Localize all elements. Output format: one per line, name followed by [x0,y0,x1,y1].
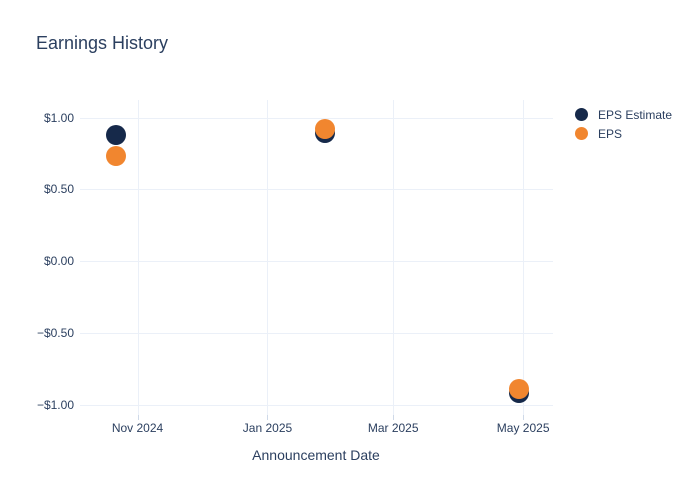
x-tick-label: May 2025 [496,421,550,435]
y-tick-label: $0.00 [43,254,74,269]
gridline [393,100,395,415]
x-tick-mark [523,415,525,420]
x-tick-mark [137,415,139,420]
gridline [80,332,553,334]
legend: EPS Estimate EPS [575,105,672,143]
eps-marker-icon [575,127,588,140]
data-point-eps[interactable] [106,146,127,167]
gridline [80,189,553,191]
y-tick-label: $0.50 [43,182,74,197]
x-tick-label: Mar 2025 [367,421,419,435]
y-tick-label: $1.00 [43,110,74,125]
plot-area[interactable]: $1.00 $0.50 $0.00 −$0.50 −$1.00 Nov 2024 Jan 2… [37,100,553,435]
gridline [80,117,553,119]
gridline [523,100,525,415]
gridline [137,100,139,415]
x-tick-mark [393,415,395,420]
data-point-estimate[interactable] [106,124,127,145]
x-axis-title: Announcement Date [252,447,380,463]
legend-label-eps-estimate: EPS Estimate [598,107,673,122]
gridline [267,100,269,415]
chart-title: Earnings History [36,33,169,53]
y-tick-label: −$1.00 [36,397,74,412]
data-point-eps[interactable] [315,119,336,140]
eps-estimate-marker-icon [575,108,588,121]
x-tick-label: Nov 2024 [111,421,164,435]
x-tick-label: Jan 2025 [242,421,293,435]
legend-item-eps[interactable]: EPS [575,124,672,143]
legend-label-eps: EPS [598,126,623,141]
gridline [80,261,553,263]
legend-item-eps-estimate[interactable]: EPS Estimate [575,105,672,124]
y-tick-label: −$0.50 [36,325,74,340]
data-point-eps[interactable] [508,378,529,399]
x-tick-mark [267,415,269,420]
gridline [80,404,553,406]
